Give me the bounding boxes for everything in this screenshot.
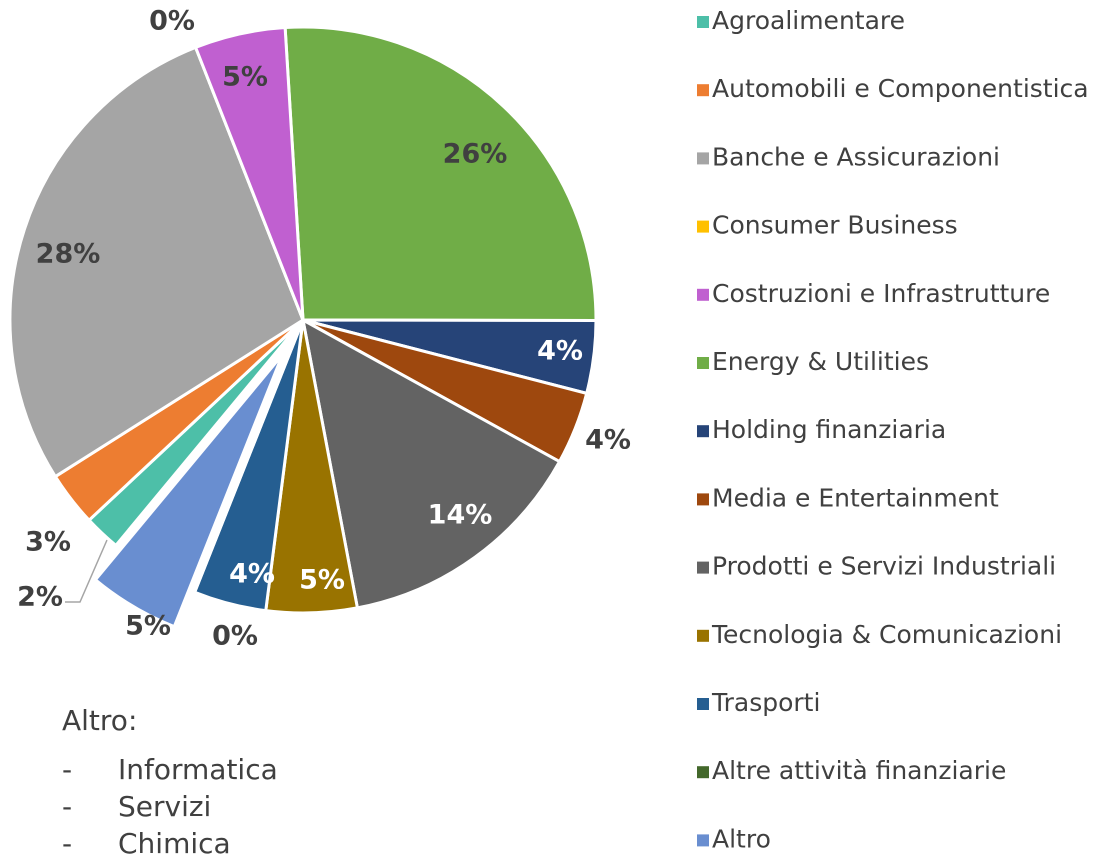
legend-swatch [697, 425, 709, 438]
pie-slice [283, 25, 598, 323]
note-dash: - [62, 790, 72, 823]
legend-label: Banche e Assicurazioni [712, 142, 1000, 171]
legend-label: Media e Entertainment [712, 483, 999, 512]
legend-label: Agroalimentare [712, 6, 905, 35]
legend-label: Energy & Utilities [712, 347, 929, 376]
data-label: 4% [537, 336, 583, 367]
data-label: 4% [585, 425, 631, 456]
data-label: 0% [212, 621, 258, 652]
leader-line [65, 539, 108, 603]
legend-swatch [697, 288, 709, 301]
data-label: 2% [17, 582, 63, 613]
data-label: 28% [36, 239, 101, 270]
legend-swatch [697, 84, 709, 97]
pie-slice [192, 319, 305, 613]
data-label: 5% [222, 62, 268, 93]
data-label: 4% [229, 559, 275, 590]
data-label: 26% [443, 139, 508, 170]
legend-label: Altre attività finanziarie [712, 756, 1006, 785]
note-dash: - [62, 753, 72, 786]
legend-label: Consumer Business [712, 211, 958, 240]
legend-label: Tecnologia & Comunicazioni [711, 620, 1062, 649]
data-label: 0% [149, 6, 195, 37]
data-label: 5% [125, 611, 171, 642]
legend-swatch [697, 561, 709, 574]
note-item: Servizi [118, 790, 211, 823]
note-dash: - [62, 827, 72, 860]
note-item: Chimica [118, 827, 231, 860]
pie-slice [8, 45, 305, 479]
legend-label: Costruzioni e Infrastrutture [712, 279, 1050, 308]
legend-swatch [697, 698, 709, 710]
data-label: 3% [25, 527, 71, 558]
legend-label: Holding finanziaria [712, 415, 946, 444]
pie-slice [93, 353, 284, 629]
legend-label: Altro [712, 824, 771, 853]
legend-swatch [697, 629, 709, 642]
legend-label: Trasporti [711, 688, 820, 717]
legend-swatch [697, 493, 709, 506]
legend-swatch [697, 357, 709, 369]
legend-label: Prodotti e Servizi Industriali [712, 552, 1056, 581]
data-label: 14% [428, 500, 493, 531]
data-label: 5% [299, 565, 345, 596]
legend-label: Automobili e Componentistica [712, 74, 1089, 103]
legend-swatch [697, 766, 709, 779]
legend-swatch [697, 152, 709, 165]
note-title: Altro: [62, 704, 137, 737]
legend-swatch [697, 220, 709, 233]
note-item: Informatica [118, 753, 278, 786]
pie-slice [193, 25, 305, 321]
legend-swatch [697, 16, 709, 28]
legend-swatch [697, 834, 709, 847]
pie-slice [300, 317, 562, 610]
